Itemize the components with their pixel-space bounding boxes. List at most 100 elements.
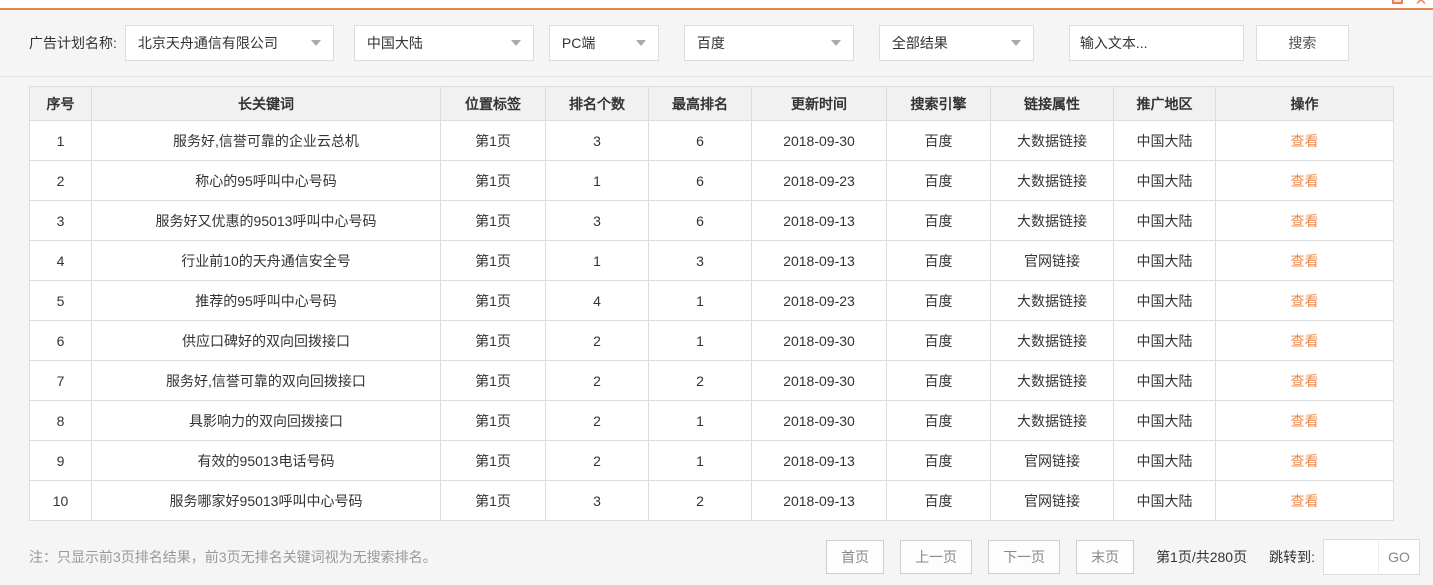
plan-select[interactable]: 北京天舟通信有限公司: [124, 25, 334, 61]
view-link[interactable]: 查看: [1290, 252, 1319, 269]
first-page-button[interactable]: 首页: [826, 540, 885, 574]
cell-best-rank: 6: [648, 120, 752, 161]
cell-index: 4: [29, 240, 92, 281]
region-select-value: 中国大陆: [366, 35, 423, 51]
cell-update-time: 2018-09-13: [751, 440, 887, 481]
table-row: 9 有效的95013电话号码 第1页 2 1 2018-09-13 百度 官网链…: [29, 440, 1394, 481]
cell-rank-count: 2: [545, 320, 649, 361]
table-row: 8 具影响力的双向回拨接口 第1页 2 1 2018-09-30 百度 大数据链…: [29, 400, 1394, 441]
view-link[interactable]: 查看: [1290, 132, 1319, 149]
cell-region: 中国大陆: [1113, 320, 1216, 361]
cell-region: 中国大陆: [1113, 200, 1216, 241]
cell-link-type: 大数据链接: [990, 120, 1114, 161]
view-link[interactable]: 查看: [1290, 172, 1319, 189]
cell-keyword: 供应口碑好的双向回拨接口: [91, 320, 441, 361]
cell-index: 6: [29, 320, 92, 361]
cell-search-engine: 百度: [886, 160, 991, 201]
col-rank-count: 排名个数: [545, 86, 649, 121]
cell-link-type: 大数据链接: [990, 400, 1114, 441]
cell-rank-count: 3: [545, 120, 649, 161]
chevron-down-icon: [310, 40, 321, 46]
view-link[interactable]: 查看: [1290, 332, 1319, 349]
view-link[interactable]: 查看: [1290, 212, 1319, 229]
chevron-down-icon: [1010, 40, 1021, 46]
device-select[interactable]: PC端: [548, 25, 659, 61]
cell-region: 中国大陆: [1113, 120, 1216, 161]
cell-position-label: 第1页: [440, 360, 546, 401]
cell-link-type: 官网链接: [990, 240, 1114, 281]
cell-position-label: 第1页: [440, 480, 546, 521]
view-link[interactable]: 查看: [1290, 372, 1319, 389]
cell-rank-count: 4: [545, 280, 649, 321]
cell-position-label: 第1页: [440, 160, 546, 201]
col-action: 操作: [1215, 86, 1394, 121]
close-window-icon[interactable]: ✕: [1414, 0, 1428, 9]
keyword-rank-table: 序号 长关键词 位置标签 排名个数 最高排名 更新时间 搜索引擎 链接属性 推广…: [29, 86, 1394, 521]
cell-action: 查看: [1215, 320, 1394, 361]
result-select-value: 全部结果: [891, 35, 948, 51]
cell-position-label: 第1页: [440, 240, 546, 281]
cell-best-rank: 1: [648, 280, 752, 321]
cell-position-label: 第1页: [440, 200, 546, 241]
cell-keyword: 推荐的95呼叫中心号码: [91, 280, 441, 321]
engine-select[interactable]: 百度: [683, 25, 854, 61]
cell-index: 1: [29, 120, 92, 161]
region-select[interactable]: 中国大陆: [353, 25, 534, 61]
cell-best-rank: 2: [648, 360, 752, 401]
jump-page-input[interactable]: [1323, 539, 1379, 575]
cell-keyword: 服务好又优惠的95013呼叫中心号码: [91, 200, 441, 241]
search-button[interactable]: 搜索: [1255, 25, 1349, 61]
jump-to-label: 跳转到:: [1269, 549, 1315, 565]
cell-keyword: 有效的95013电话号码: [91, 440, 441, 481]
cell-region: 中国大陆: [1113, 400, 1216, 441]
keyword-search-input[interactable]: [1068, 25, 1244, 61]
col-search-engine: 搜索引擎: [886, 86, 991, 121]
cell-rank-count: 3: [545, 200, 649, 241]
chevron-down-icon: [510, 40, 521, 46]
cell-action: 查看: [1215, 280, 1394, 321]
cell-search-engine: 百度: [886, 280, 991, 321]
view-link[interactable]: 查看: [1290, 292, 1319, 309]
cell-update-time: 2018-09-13: [751, 240, 887, 281]
chevron-down-icon: [635, 40, 646, 46]
accent-divider: [0, 8, 1433, 10]
view-link[interactable]: 查看: [1290, 452, 1319, 469]
col-update-time: 更新时间: [751, 86, 887, 121]
cell-action: 查看: [1215, 360, 1394, 401]
last-page-button[interactable]: 末页: [1076, 540, 1135, 574]
restore-window-icon[interactable]: [1390, 0, 1406, 9]
table-row: 5 推荐的95呼叫中心号码 第1页 4 1 2018-09-23 百度 大数据链…: [29, 280, 1394, 321]
view-link[interactable]: 查看: [1290, 492, 1319, 509]
cell-action: 查看: [1215, 200, 1394, 241]
result-select[interactable]: 全部结果: [878, 25, 1034, 61]
cell-search-engine: 百度: [886, 440, 991, 481]
view-link[interactable]: 查看: [1290, 412, 1319, 429]
cell-region: 中国大陆: [1113, 480, 1216, 521]
cell-search-engine: 百度: [886, 240, 991, 281]
cell-best-rank: 1: [648, 320, 752, 361]
table-row: 7 服务好,信誉可靠的双向回拨接口 第1页 2 2 2018-09-30 百度 …: [29, 360, 1394, 401]
next-page-button[interactable]: 下一页: [988, 540, 1061, 574]
cell-position-label: 第1页: [440, 120, 546, 161]
col-best-rank: 最高排名: [648, 86, 752, 121]
cell-index: 8: [29, 400, 92, 441]
cell-rank-count: 1: [545, 240, 649, 281]
cell-index: 9: [29, 440, 92, 481]
table-row: 4 行业前10的天舟通信安全号 第1页 1 3 2018-09-13 百度 官网…: [29, 240, 1394, 281]
go-button[interactable]: GO: [1378, 539, 1420, 575]
cell-keyword: 行业前10的天舟通信安全号: [91, 240, 441, 281]
cell-update-time: 2018-09-30: [751, 320, 887, 361]
cell-keyword: 服务好,信誉可靠的双向回拨接口: [91, 360, 441, 401]
cell-rank-count: 3: [545, 480, 649, 521]
window-controls: ✕: [1390, 0, 1429, 9]
cell-rank-count: 2: [545, 360, 649, 401]
cell-region: 中国大陆: [1113, 240, 1216, 281]
pagination: 首页 上一页 下一页 末页 第1页/共280页 跳转到: GO: [810, 539, 1420, 575]
prev-page-button[interactable]: 上一页: [900, 540, 973, 574]
col-keyword: 长关键词: [91, 86, 441, 121]
table-row: 2 称心的95呼叫中心号码 第1页 1 6 2018-09-23 百度 大数据链…: [29, 160, 1394, 201]
cell-region: 中国大陆: [1113, 360, 1216, 401]
cell-best-rank: 1: [648, 400, 752, 441]
table-row: 10 服务哪家好95013呼叫中心号码 第1页 3 2 2018-09-13 百…: [29, 480, 1394, 521]
cell-rank-count: 2: [545, 440, 649, 481]
